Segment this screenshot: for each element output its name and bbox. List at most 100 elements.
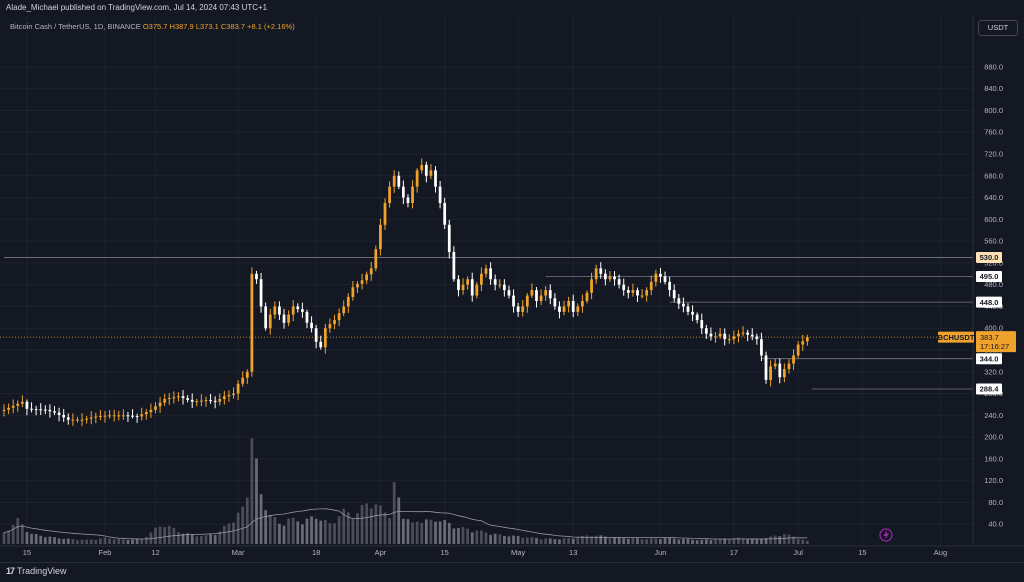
- candle: [434, 166, 437, 193]
- candle-body: [346, 296, 350, 307]
- legend-change: +8.1 (+2.16%): [247, 22, 295, 31]
- volume-bar: [475, 530, 479, 544]
- candle-body: [677, 298, 681, 304]
- level-price-tag: [976, 251, 1002, 263]
- candle: [567, 296, 571, 313]
- volume-bar: [764, 538, 768, 544]
- candle: [558, 301, 561, 319]
- candle: [323, 323, 327, 354]
- candle: [544, 285, 548, 301]
- candle: [241, 371, 245, 387]
- candle: [475, 282, 479, 299]
- candle-body: [682, 303, 685, 307]
- volume-bar: [461, 526, 465, 544]
- candle: [438, 180, 442, 209]
- volume-bar: [608, 538, 612, 544]
- volume-bar: [631, 537, 635, 544]
- candle: [626, 286, 630, 299]
- volume-bar: [718, 538, 722, 544]
- candle: [204, 396, 208, 407]
- candle: [2, 404, 6, 417]
- candle-body: [443, 203, 447, 225]
- candle-body: [149, 409, 153, 413]
- candle: [140, 407, 144, 421]
- currency-button[interactable]: USDT: [978, 20, 1018, 36]
- candle: [750, 328, 754, 341]
- candle-body: [236, 383, 240, 394]
- volume-bar: [108, 538, 111, 544]
- time-tick-label: 15: [23, 548, 31, 557]
- volume-bar: [43, 537, 47, 544]
- candle-body: [475, 284, 479, 296]
- candle: [783, 363, 786, 383]
- volume-bar: [126, 539, 130, 544]
- candle-body: [287, 314, 290, 323]
- volume-bar: [691, 539, 694, 544]
- lightning-icon[interactable]: [879, 528, 893, 542]
- candle-body: [328, 324, 332, 329]
- candle-body: [39, 409, 43, 411]
- candle-body: [622, 284, 626, 291]
- publisher-text: Alade_Michael published on TradingView.c…: [6, 3, 268, 12]
- candle: [764, 351, 768, 384]
- level-price-tag: [976, 296, 1002, 308]
- candle: [636, 287, 639, 303]
- candle: [787, 359, 791, 374]
- volume-bar: [594, 535, 598, 544]
- candle-body: [424, 164, 428, 176]
- candle: [640, 289, 644, 299]
- candle: [245, 369, 249, 384]
- horizontal-levels[interactable]: [0, 257, 973, 390]
- candle-body: [57, 412, 61, 415]
- tradingview-logo[interactable]: 17 TradingView: [6, 566, 67, 576]
- candle: [365, 271, 369, 285]
- volume-bar: [571, 538, 575, 544]
- candle-body: [53, 411, 56, 413]
- candle-body: [204, 400, 208, 402]
- candle: [108, 409, 111, 419]
- time-axis[interactable]: 15 Feb 12 Mar 18 Apr 15 May 13 Jun 17 Jul 15 Aug: [23, 548, 947, 557]
- candle: [502, 279, 506, 297]
- candle: [792, 349, 795, 370]
- candle: [333, 314, 336, 330]
- time-tick-label: 17: [730, 548, 738, 557]
- candle-body: [599, 268, 603, 274]
- volume-bar: [144, 536, 148, 544]
- legend-high: H387.9: [169, 22, 194, 31]
- volume-bar: [268, 514, 272, 544]
- price-chart[interactable]: 40.080.0120.0160.0200.0240.0280.0320.036…: [0, 16, 1024, 562]
- candle: [30, 402, 33, 413]
- candle-body: [672, 290, 676, 299]
- volume-bar: [649, 538, 653, 544]
- volume-bar: [181, 533, 185, 544]
- volume-bar: [741, 538, 745, 544]
- volume-bar: [530, 537, 534, 544]
- volume-bar: [411, 522, 414, 544]
- volume-bar: [516, 536, 520, 544]
- candle: [498, 279, 502, 289]
- candle-body: [296, 306, 300, 310]
- volume-bar: [401, 518, 405, 544]
- volume-bar: [218, 531, 222, 544]
- price-tick-label: 200.0: [984, 433, 1003, 442]
- candle-body: [177, 396, 180, 398]
- candle-body: [273, 306, 277, 315]
- volume-bar: [2, 532, 6, 544]
- candle-body: [649, 281, 653, 291]
- volume-bar: [94, 539, 98, 544]
- price-tick-label: 800.0: [984, 106, 1003, 115]
- volume-bar: [351, 518, 355, 544]
- candle-body: [401, 186, 405, 198]
- volume-bar: [498, 534, 502, 544]
- volume-bar: [301, 524, 304, 544]
- candle: [76, 416, 79, 423]
- candle: [548, 284, 552, 305]
- candle: [489, 262, 492, 285]
- candle: [34, 405, 38, 416]
- candle-body: [525, 295, 529, 307]
- legend-low: L373.1: [195, 22, 219, 31]
- candle: [305, 309, 309, 329]
- candle-body: [135, 416, 139, 418]
- volume-bar: [567, 537, 571, 544]
- volume-bar: [668, 537, 671, 544]
